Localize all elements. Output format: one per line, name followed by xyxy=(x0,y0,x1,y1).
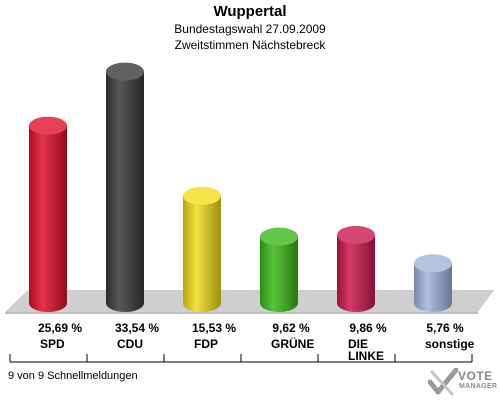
bar-top-4 xyxy=(337,225,375,244)
bar-top-0 xyxy=(29,116,67,135)
category-label-4-1: LINKE xyxy=(348,349,384,363)
vote-manager-logo: VOTE MANAGER xyxy=(428,368,498,398)
value-label-3: 9,62 % xyxy=(272,321,310,335)
value-label-2: 15,53 % xyxy=(192,321,236,335)
category-label-0: SPD xyxy=(40,337,65,351)
bar-top-1 xyxy=(106,62,144,81)
category-label-5: sonstige xyxy=(425,337,475,351)
bar-3 xyxy=(260,236,298,312)
category-label-4-0: DIE xyxy=(348,337,368,351)
logo-text-vote: VOTE xyxy=(458,369,493,383)
category-label-1: CDU xyxy=(117,337,143,351)
checkmark-icon xyxy=(428,368,458,396)
bars-group xyxy=(29,62,452,312)
value-label-5: 5,76 % xyxy=(426,321,464,335)
value-label-4: 9,86 % xyxy=(349,321,387,335)
bar-top-3 xyxy=(260,227,298,246)
footer-note: 9 von 9 Schnellmeldungen xyxy=(8,370,138,382)
chart-subtitle-election: Bundestagswahl 27.09.2009 xyxy=(174,22,326,36)
labels-group: 25,69 % SPD 33,54 % CDU 15,53 % FDP 9,62 %GRÜN… xyxy=(38,321,475,363)
bar-2 xyxy=(183,195,221,312)
bar-5 xyxy=(414,263,452,312)
value-label-1: 33,54 % xyxy=(115,321,159,335)
value-label-0: 25,69 % xyxy=(38,321,82,335)
chart-subtitle-district: Zweitstimmen Nächstebreck xyxy=(174,38,326,52)
bar-top-2 xyxy=(183,186,221,205)
floor-front xyxy=(5,312,478,314)
bar-0 xyxy=(29,125,67,312)
bar-top-5 xyxy=(414,254,452,273)
bar-1 xyxy=(106,71,144,312)
logo-text-manager: MANAGER xyxy=(459,383,498,390)
category-label-3: GRÜNE xyxy=(271,336,314,351)
chart-title: Wuppertal xyxy=(213,3,287,20)
category-axis xyxy=(9,354,473,363)
category-label-2: FDP xyxy=(194,337,218,351)
bar-4 xyxy=(337,234,375,312)
